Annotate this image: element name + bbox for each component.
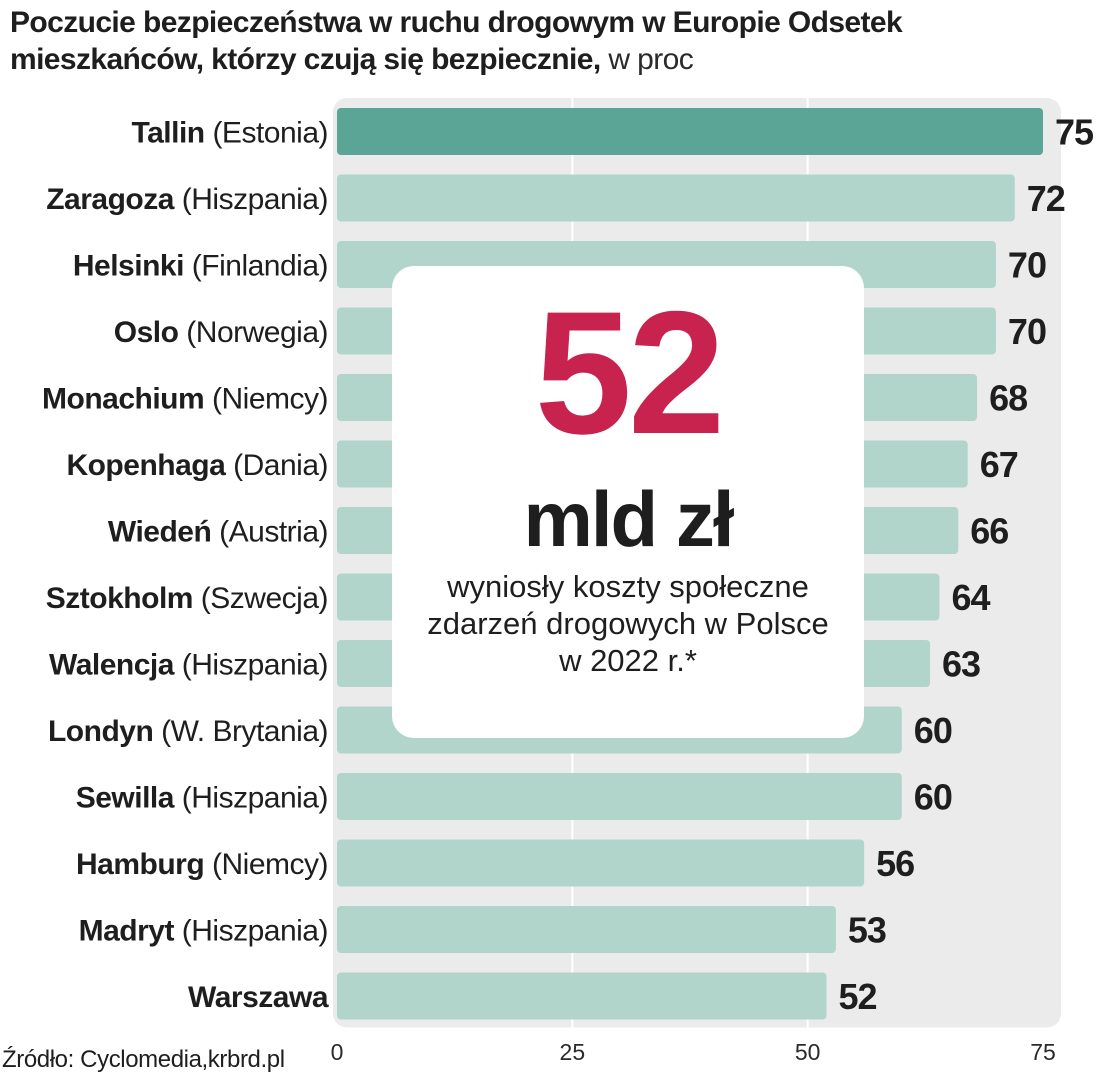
category-country: (Estonia) — [205, 117, 328, 150]
category-country: (Hiszpania) — [174, 782, 328, 815]
bar — [337, 839, 865, 887]
category-city: Madryt — [79, 915, 175, 948]
bar — [337, 108, 1043, 155]
x-tick-label: 75 — [1030, 1039, 1056, 1065]
category-label: Walencja (Hiszpania) — [49, 649, 328, 682]
category-label: Oslo (Norwegia) — [114, 316, 328, 349]
category-label: Sewilla (Hiszpania) — [76, 782, 328, 815]
value-label: 70 — [1008, 245, 1046, 286]
category-city: Hamburg — [76, 848, 204, 881]
callout-number: 52 — [534, 276, 726, 471]
category-city: Wiedeń — [108, 516, 211, 549]
value-label: 75 — [1055, 112, 1094, 153]
value-label: 60 — [914, 777, 952, 818]
value-label: 52 — [838, 976, 876, 1017]
bar — [337, 174, 1015, 222]
category-label: Tallin (Estonia) — [131, 117, 328, 150]
value-label: 70 — [1008, 311, 1046, 352]
category-city: Walencja — [49, 649, 175, 682]
category-city: Kopenhaga — [66, 449, 226, 482]
category-country: (Hiszpania) — [174, 649, 328, 682]
category-city: Monachium — [42, 383, 204, 416]
category-country: (Dania) — [225, 449, 328, 482]
category-city: Sewilla — [76, 782, 175, 815]
value-label: 63 — [942, 644, 980, 685]
value-label: 67 — [980, 444, 1018, 485]
category-label: Helsinki (Finlandia) — [73, 250, 328, 283]
x-axis-ticks: 0 25 50 75 — [331, 1039, 1056, 1065]
value-label: 68 — [989, 378, 1027, 419]
category-city: Sztokholm — [46, 582, 193, 615]
x-tick-label: 50 — [795, 1039, 821, 1065]
category-country: (Hiszpania) — [174, 915, 328, 948]
bar — [337, 773, 902, 820]
category-country: (Hiszpania) — [174, 183, 328, 216]
value-label: 60 — [914, 710, 952, 751]
category-label: Wiedeń (Austria) — [108, 516, 328, 549]
category-city: Londyn — [48, 715, 153, 748]
category-label: Kopenhaga (Dania) — [66, 449, 328, 482]
category-country: (Austria) — [211, 516, 328, 549]
category-label: Zaragoza (Hiszpania) — [46, 183, 328, 216]
value-label: 66 — [970, 511, 1008, 552]
x-tick-label: 0 — [331, 1039, 344, 1065]
category-city: Oslo — [114, 316, 179, 349]
value-label: 56 — [876, 843, 914, 884]
value-label: 72 — [1027, 178, 1065, 219]
chart-title-unit: w proc — [600, 43, 694, 76]
category-city: Warszawa — [188, 981, 329, 1014]
category-city: Tallin — [131, 117, 204, 150]
category-country: (Niemcy) — [204, 383, 328, 416]
category-label: Warszawa — [188, 981, 329, 1014]
category-country: (Norwegia) — [178, 316, 328, 349]
category-country: (Finlandia) — [184, 250, 328, 283]
value-label: 53 — [848, 910, 886, 951]
callout-box: 52 mld zł wyniosły koszty społeczne zdar… — [392, 266, 864, 738]
callout-description: wyniosły koszty społeczne zdarzeń drogow… — [427, 569, 829, 678]
category-label: Sztokholm (Szwecja) — [46, 582, 328, 615]
bar — [337, 906, 836, 953]
category-label: Monachium (Niemcy) — [42, 383, 328, 416]
category-label: Londyn (W. Brytania) — [48, 715, 328, 748]
category-country: (Szwecja) — [193, 582, 328, 615]
x-tick-label: 25 — [560, 1039, 586, 1065]
category-city: Helsinki — [73, 250, 184, 283]
chart-title-main: Poczucie bezpieczeństwa w ruchu drogowym… — [10, 6, 903, 76]
chart-title: Poczucie bezpieczeństwa w ruchu drogowym… — [10, 4, 1080, 78]
category-label: Madryt (Hiszpania) — [79, 915, 328, 948]
value-label: 64 — [951, 577, 990, 618]
source-note: Źródło: Cyclomedia,krbrd.pl — [2, 1046, 285, 1073]
category-labels: Tallin (Estonia) Zaragoza (Hiszpania) Hels… — [42, 117, 329, 1015]
category-country: (W. Brytania) — [153, 715, 328, 748]
bar — [337, 972, 827, 1020]
category-label: Hamburg (Niemcy) — [76, 848, 328, 881]
callout-unit: mld zł — [523, 475, 734, 563]
category-country: (Niemcy) — [204, 848, 328, 881]
category-city: Zaragoza — [46, 183, 175, 216]
